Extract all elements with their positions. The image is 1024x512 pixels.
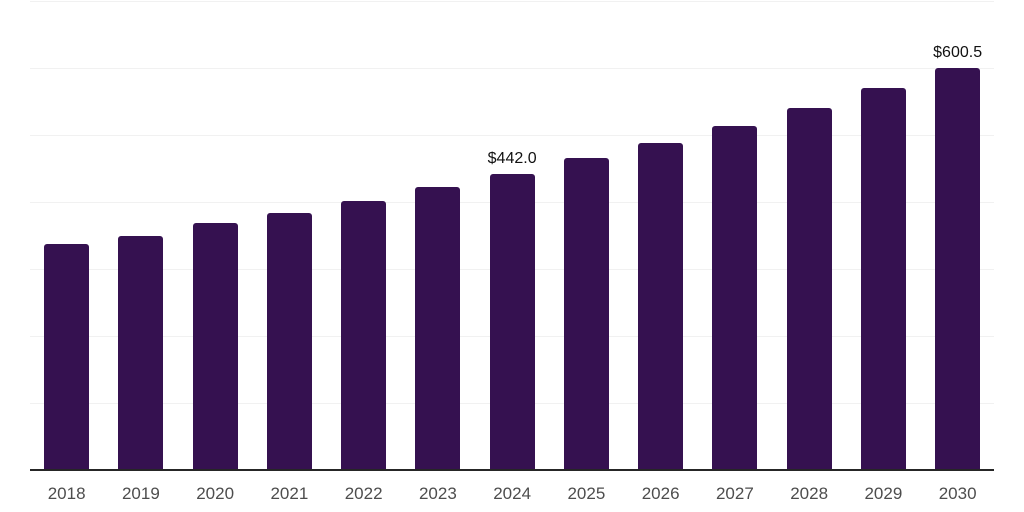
x-axis-label-2030: 2030 <box>938 484 977 503</box>
x-axis-label-2027: 2027 <box>715 484 754 503</box>
bar-2026[interactable] <box>638 143 684 470</box>
x-axis-label-2026: 2026 <box>641 484 680 503</box>
gridline <box>29 67 994 69</box>
bar-2028[interactable] <box>786 108 832 470</box>
x-axis-label-2020: 2020 <box>196 484 235 503</box>
x-axis-label-2023: 2023 <box>418 484 457 503</box>
x-axis-label-2022: 2022 <box>344 484 383 503</box>
data-label-2024: $442.0 <box>487 149 537 167</box>
bar-2019[interactable] <box>118 235 164 470</box>
bar-2018[interactable] <box>44 244 90 470</box>
x-axis-line <box>29 469 994 471</box>
bar-2020[interactable] <box>192 223 238 470</box>
bar-2024[interactable] <box>489 173 535 470</box>
x-axis-label-2025: 2025 <box>567 484 606 503</box>
data-label-2030: $600.5 <box>933 43 983 61</box>
bar-2022[interactable] <box>341 201 387 470</box>
x-axis-label-2024: 2024 <box>493 484 532 503</box>
bar-2030[interactable] <box>935 67 981 470</box>
bar-2021[interactable] <box>266 212 312 470</box>
x-axis-label-2029: 2029 <box>864 484 903 503</box>
x-axis-label-2019: 2019 <box>121 484 160 503</box>
x-axis-label-2028: 2028 <box>790 484 829 503</box>
gridline <box>29 134 994 136</box>
bar-2027[interactable] <box>712 125 758 470</box>
x-axis-label-2018: 2018 <box>47 484 86 503</box>
bar-2029[interactable] <box>860 88 906 470</box>
bar-2025[interactable] <box>563 158 609 470</box>
x-axis-label-2021: 2021 <box>270 484 309 503</box>
bar-2023[interactable] <box>415 187 461 470</box>
gridline <box>29 0 994 2</box>
